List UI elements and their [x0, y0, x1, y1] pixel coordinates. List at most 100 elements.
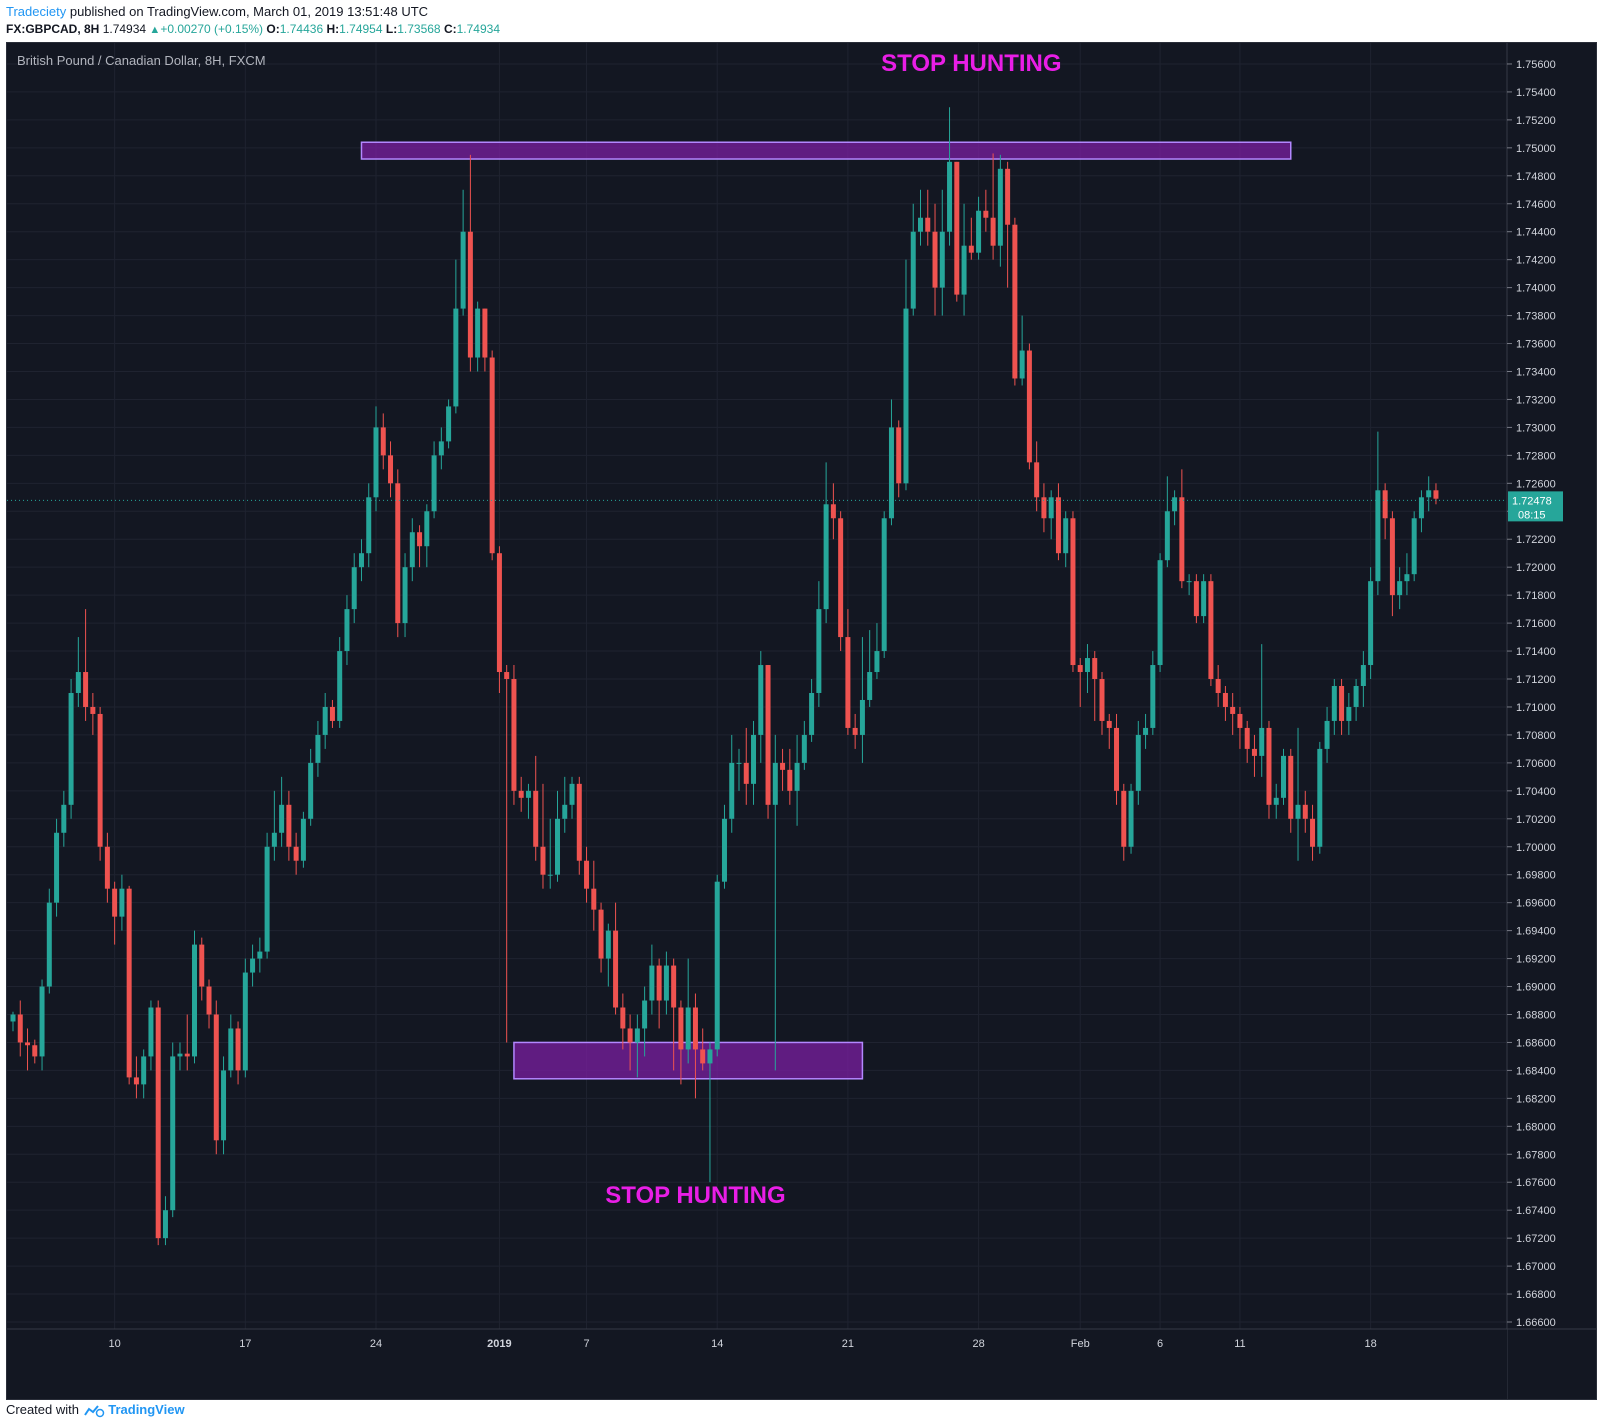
candle-body	[90, 706, 96, 714]
candle-body	[141, 1056, 147, 1085]
candle-body	[177, 1053, 183, 1057]
candle-body	[888, 427, 894, 519]
candle-body	[968, 245, 974, 253]
candle-body	[39, 986, 45, 1057]
candle-body	[678, 1007, 684, 1050]
publish-header: Tradeciety published on TradingView.com,…	[6, 4, 428, 19]
y-tick-label: 1.72600	[1516, 478, 1556, 490]
candle-body	[947, 161, 953, 232]
x-tick-label: 28	[972, 1338, 984, 1350]
candle-body	[424, 511, 430, 547]
candle-body	[721, 818, 727, 882]
created-with-label: Created with	[6, 1402, 79, 1417]
candle-body	[743, 762, 749, 784]
candle-body	[555, 818, 560, 875]
high-value: 1.74954	[339, 22, 383, 36]
candle-body	[1273, 797, 1279, 805]
candle-body	[772, 762, 778, 805]
candle-body	[1295, 804, 1301, 819]
candle-body	[322, 706, 328, 735]
y-tick-label: 1.71800	[1516, 590, 1556, 602]
candle-body	[1382, 490, 1388, 519]
time-scale: 10 17 24 2019 7 14 21 28 Feb 6 11 18	[109, 1338, 1377, 1350]
candle-body	[758, 665, 764, 735]
candle-body	[1128, 790, 1134, 847]
candle-body	[1222, 692, 1228, 707]
candle-body	[402, 567, 408, 624]
candle-body	[10, 1014, 16, 1022]
time-scale-bg[interactable]	[7, 1329, 1507, 1399]
candle-body	[112, 888, 118, 917]
stop-hunting-annotation[interactable]: STOP HUNTING	[881, 50, 1061, 77]
candle-body	[271, 832, 277, 847]
candle-body	[279, 804, 285, 833]
candle-body	[613, 930, 619, 1008]
candle-body	[308, 762, 314, 819]
candle-body	[562, 804, 568, 819]
candle-body	[315, 734, 321, 763]
candle-body	[983, 210, 989, 218]
y-tick-label: 1.68600	[1516, 1037, 1556, 1049]
candle-body	[1121, 790, 1127, 847]
candle-body	[925, 217, 931, 232]
y-tick-label: 1.72200	[1516, 534, 1556, 546]
candle-body	[903, 308, 909, 484]
candle-body	[221, 1070, 227, 1141]
y-tick-label: 1.67400	[1516, 1205, 1556, 1217]
chart-panel[interactable]: STOP HUNTING STOP HUNTING 1.75600 1.75400 1…	[6, 42, 1597, 1400]
tradingview-brand[interactable]: TradingView	[108, 1402, 185, 1417]
publisher-name[interactable]: Tradeciety	[6, 4, 67, 19]
candle-body	[467, 231, 473, 358]
price-scale-bg[interactable]	[1507, 43, 1596, 1399]
y-tick-label: 1.74800	[1516, 171, 1556, 183]
candle-body	[475, 308, 481, 358]
candle-body	[1179, 497, 1185, 582]
y-tick-label: 1.73800	[1516, 311, 1556, 323]
x-tick-label: 17	[239, 1338, 251, 1350]
candle-body	[838, 518, 844, 638]
candle-body	[663, 965, 669, 1001]
candle-body	[1077, 665, 1083, 673]
candle-body	[751, 734, 757, 784]
candle-body	[1114, 727, 1120, 791]
stop-zone-rect[interactable]	[360, 141, 1292, 160]
candle-body	[939, 231, 945, 288]
y-tick-label: 1.73400	[1516, 366, 1556, 378]
candle-body	[148, 1007, 154, 1057]
candle-body	[1150, 665, 1156, 728]
candle-body	[1346, 706, 1352, 721]
candle-body	[780, 762, 786, 770]
candle-body	[257, 951, 263, 959]
candle-body	[1353, 686, 1359, 707]
candle-body	[540, 846, 546, 875]
candle-body	[976, 210, 982, 253]
ohlc-header: FX:GBPCAD, 8H 1.74934 ▲+0.00270 (+0.15%)…	[6, 22, 500, 36]
candle-body	[417, 532, 423, 547]
zones	[360, 141, 1292, 1080]
candle-body	[816, 609, 822, 693]
candle-body	[250, 958, 256, 973]
candle-body	[170, 1056, 176, 1211]
countdown-label: 08:15	[1518, 509, 1546, 521]
candle-body	[264, 846, 270, 952]
candle-body	[1411, 518, 1417, 575]
candle-body	[1281, 755, 1286, 798]
candle-body	[1266, 727, 1272, 805]
candle-body	[1041, 497, 1047, 519]
candle-body	[213, 1014, 219, 1141]
x-tick-label: 6	[1157, 1338, 1163, 1350]
candle-body	[1397, 581, 1403, 596]
candle-body	[1135, 734, 1141, 791]
candle-body	[1418, 497, 1424, 519]
y-tick-label: 1.67200	[1516, 1233, 1556, 1245]
candle-body	[54, 832, 60, 903]
candle-body	[634, 1028, 640, 1043]
candle-body	[409, 532, 415, 568]
last-price: 1.74934	[102, 22, 147, 36]
stop-hunting-annotation[interactable]: STOP HUNTING	[605, 1182, 785, 1209]
y-tick-label: 1.72800	[1516, 450, 1556, 462]
candle-body	[1157, 560, 1163, 666]
candle-body	[910, 231, 916, 309]
candle-body	[1099, 679, 1105, 721]
